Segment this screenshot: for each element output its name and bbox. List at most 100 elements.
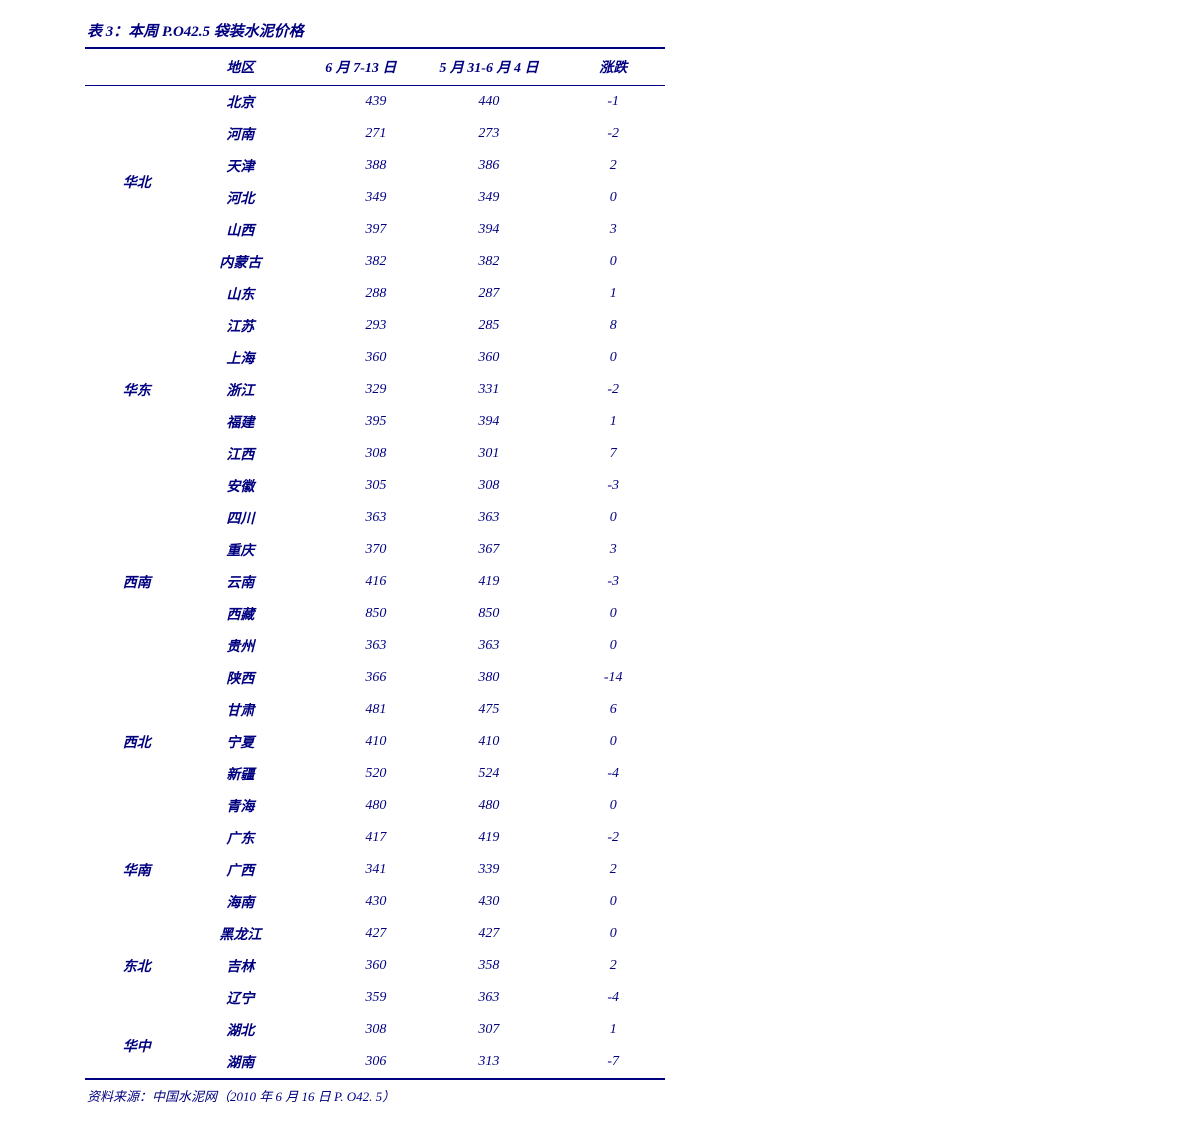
change-cell: 0	[561, 342, 665, 374]
value-period1-cell: 480	[292, 790, 416, 822]
change-cell: -4	[561, 758, 665, 790]
change-cell: -2	[561, 118, 665, 150]
change-cell: 0	[561, 246, 665, 278]
change-cell: -7	[561, 1046, 665, 1079]
value-period2-cell: 440	[416, 86, 561, 119]
province-cell: 四川	[189, 502, 293, 534]
province-cell: 重庆	[189, 534, 293, 566]
value-period1-cell: 366	[292, 662, 416, 694]
table-row: 东北黑龙江4274270	[85, 918, 665, 950]
region-cell: 西南	[85, 502, 189, 662]
value-period2-cell: 367	[416, 534, 561, 566]
value-period2-cell: 419	[416, 822, 561, 854]
province-cell: 河北	[189, 182, 293, 214]
province-cell: 江苏	[189, 310, 293, 342]
change-cell: 0	[561, 598, 665, 630]
value-period2-cell: 363	[416, 502, 561, 534]
value-period1-cell: 850	[292, 598, 416, 630]
value-period2-cell: 410	[416, 726, 561, 758]
change-cell: -14	[561, 662, 665, 694]
province-cell: 海南	[189, 886, 293, 918]
change-cell: 0	[561, 790, 665, 822]
value-period1-cell: 359	[292, 982, 416, 1014]
change-cell: 8	[561, 310, 665, 342]
province-cell: 青海	[189, 790, 293, 822]
region-cell: 华北	[85, 86, 189, 279]
province-cell: 宁夏	[189, 726, 293, 758]
value-period1-cell: 481	[292, 694, 416, 726]
value-period1-cell: 341	[292, 854, 416, 886]
change-cell: 2	[561, 950, 665, 982]
value-period2-cell: 363	[416, 630, 561, 662]
change-cell: 0	[561, 886, 665, 918]
table-row: 华南广东417419-2	[85, 822, 665, 854]
value-period2-cell: 313	[416, 1046, 561, 1079]
province-cell: 贵州	[189, 630, 293, 662]
value-period1-cell: 363	[292, 630, 416, 662]
value-period1-cell: 417	[292, 822, 416, 854]
province-cell: 山东	[189, 278, 293, 310]
value-period2-cell: 430	[416, 886, 561, 918]
value-period2-cell: 308	[416, 470, 561, 502]
value-period1-cell: 439	[292, 86, 416, 119]
region-cell: 华南	[85, 822, 189, 918]
col-period2-header: 5 月 31-6 月 4 日	[416, 48, 561, 86]
value-period2-cell: 850	[416, 598, 561, 630]
change-cell: 0	[561, 182, 665, 214]
change-cell: -1	[561, 86, 665, 119]
value-period1-cell: 427	[292, 918, 416, 950]
value-period2-cell: 273	[416, 118, 561, 150]
col-period1-header: 6 月 7-13 日	[292, 48, 416, 86]
col-change-header: 涨跌	[561, 48, 665, 86]
province-cell: 北京	[189, 86, 293, 119]
value-period1-cell: 416	[292, 566, 416, 598]
value-period2-cell: 287	[416, 278, 561, 310]
value-period1-cell: 370	[292, 534, 416, 566]
value-period2-cell: 480	[416, 790, 561, 822]
province-cell: 河南	[189, 118, 293, 150]
province-cell: 吉林	[189, 950, 293, 982]
value-period2-cell: 360	[416, 342, 561, 374]
province-cell: 福建	[189, 406, 293, 438]
value-period1-cell: 520	[292, 758, 416, 790]
province-cell: 云南	[189, 566, 293, 598]
change-cell: 2	[561, 150, 665, 182]
col-province-header: 地区	[189, 48, 293, 86]
change-cell: 1	[561, 1014, 665, 1046]
value-period1-cell: 397	[292, 214, 416, 246]
value-period1-cell: 308	[292, 1014, 416, 1046]
value-period1-cell: 306	[292, 1046, 416, 1079]
change-cell: 1	[561, 406, 665, 438]
value-period1-cell: 308	[292, 438, 416, 470]
change-cell: -2	[561, 374, 665, 406]
table-container: 表 3：本周 P.O42.5 袋装水泥价格 地区 6 月 7-13 日 5 月 …	[85, 20, 665, 1105]
province-cell: 西藏	[189, 598, 293, 630]
value-period1-cell: 410	[292, 726, 416, 758]
value-period1-cell: 388	[292, 150, 416, 182]
value-period2-cell: 349	[416, 182, 561, 214]
value-period2-cell: 394	[416, 214, 561, 246]
province-cell: 陕西	[189, 662, 293, 694]
value-period2-cell: 307	[416, 1014, 561, 1046]
region-cell: 华东	[85, 278, 189, 502]
value-period2-cell: 363	[416, 982, 561, 1014]
change-cell: 7	[561, 438, 665, 470]
change-cell: 0	[561, 726, 665, 758]
table-row: 华东山东2882871	[85, 278, 665, 310]
value-period2-cell: 394	[416, 406, 561, 438]
province-cell: 广东	[189, 822, 293, 854]
value-period1-cell: 305	[292, 470, 416, 502]
value-period2-cell: 285	[416, 310, 561, 342]
change-cell: 0	[561, 918, 665, 950]
value-period1-cell: 329	[292, 374, 416, 406]
table-row: 华中湖北3083071	[85, 1014, 665, 1046]
value-period1-cell: 288	[292, 278, 416, 310]
province-cell: 安徽	[189, 470, 293, 502]
province-cell: 浙江	[189, 374, 293, 406]
change-cell: 6	[561, 694, 665, 726]
value-period1-cell: 382	[292, 246, 416, 278]
value-period1-cell: 360	[292, 950, 416, 982]
change-cell: -3	[561, 566, 665, 598]
change-cell: -4	[561, 982, 665, 1014]
province-cell: 新疆	[189, 758, 293, 790]
